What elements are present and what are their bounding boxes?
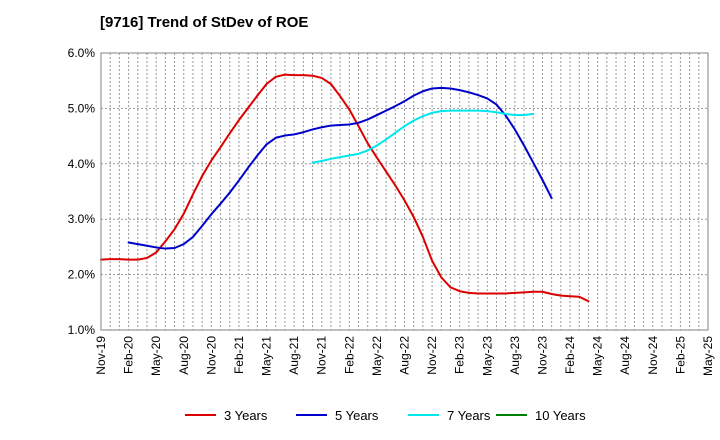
series-line-7-years <box>311 109 535 164</box>
x-tick-label: Feb-20 <box>122 336 136 374</box>
plot-frame <box>100 52 709 331</box>
x-tick-label: Nov-19 <box>94 336 108 375</box>
y-tick-label: 6.0% <box>68 46 96 60</box>
chart-title: [9716] Trend of StDev of ROE <box>100 14 309 31</box>
legend: 3 Years 5 Years 7 Years 10 Years <box>185 408 586 423</box>
x-tick-label: Feb-23 <box>453 336 467 374</box>
x-tick-label: May-20 <box>149 336 163 376</box>
x-tick-label: Nov-23 <box>535 336 549 375</box>
x-tick-label: Aug-20 <box>177 336 191 375</box>
series-line-3-years <box>100 73 590 303</box>
x-tick-labels: Nov-19 Feb-20 May-20 Aug-20 Nov-20 Feb-21 May-… <box>94 336 715 376</box>
y-tick-labels: 1.0% 2.0% 3.0% 4.0% 5.0% 6.0% <box>68 46 96 337</box>
x-tick-label: May-22 <box>370 336 384 376</box>
series-layer <box>100 73 590 303</box>
y-tick-label: 2.0% <box>68 268 96 282</box>
x-tick-label: Aug-24 <box>618 336 632 375</box>
x-tick-label: Feb-21 <box>232 336 246 374</box>
x-tick-label: Aug-23 <box>508 336 522 375</box>
y-tick-label: 1.0% <box>68 323 96 337</box>
grid <box>101 53 708 330</box>
x-tick-label: Aug-21 <box>287 336 301 375</box>
y-tick-label: 4.0% <box>68 157 96 171</box>
x-tick-label: Nov-20 <box>204 336 218 375</box>
legend-label: 7 Years <box>447 408 491 423</box>
x-tick-label: May-21 <box>260 336 274 376</box>
legend-label: 10 Years <box>535 408 586 423</box>
legend-label: 3 Years <box>224 408 268 423</box>
legend-label: 5 Years <box>335 408 379 423</box>
x-tick-label: Nov-21 <box>315 336 329 375</box>
x-tick-label: Nov-22 <box>425 336 439 375</box>
series-line-5-years <box>127 86 553 250</box>
x-tick-label: May-23 <box>480 336 494 376</box>
x-tick-label: May-25 <box>701 336 715 376</box>
x-tick-label: Aug-22 <box>398 336 412 375</box>
x-tick-label: Feb-24 <box>563 336 577 374</box>
y-tick-label: 3.0% <box>68 212 96 226</box>
x-tick-label: May-24 <box>591 336 605 376</box>
x-tick-label: Feb-25 <box>673 336 687 374</box>
x-tick-label: Nov-24 <box>646 336 660 375</box>
x-tick-label: Feb-22 <box>342 336 356 374</box>
y-tick-label: 5.0% <box>68 101 96 115</box>
